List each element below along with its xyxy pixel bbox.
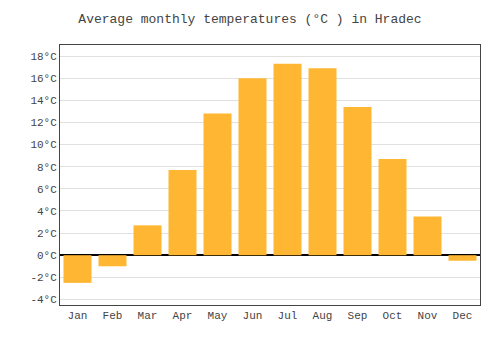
svg-text:10°C: 10°C	[30, 139, 57, 151]
svg-text:Jan: Jan	[68, 310, 88, 322]
svg-text:18°C: 18°C	[30, 51, 57, 63]
svg-text:Feb: Feb	[103, 310, 123, 322]
svg-text:Nov: Nov	[418, 310, 438, 322]
svg-text:16°C: 16°C	[30, 73, 57, 85]
svg-text:12°C: 12°C	[30, 117, 57, 129]
svg-text:8°C: 8°C	[37, 162, 57, 174]
svg-text:6°C: 6°C	[37, 184, 57, 196]
svg-text:Jun: Jun	[243, 310, 263, 322]
svg-text:2°C: 2°C	[37, 228, 57, 240]
svg-text:Aug: Aug	[313, 310, 333, 322]
svg-text:4°C: 4°C	[37, 206, 57, 218]
svg-text:Mar: Mar	[138, 310, 158, 322]
svg-text:May: May	[208, 310, 228, 322]
svg-text:Jul: Jul	[278, 310, 298, 322]
svg-text:14°C: 14°C	[30, 95, 57, 107]
svg-text:-2°C: -2°C	[30, 272, 57, 284]
svg-text:Sep: Sep	[348, 310, 368, 322]
svg-text:Average monthly temperatures (: Average monthly temperatures (°C ) in Hr…	[78, 12, 421, 27]
svg-text:0°C: 0°C	[37, 250, 57, 262]
svg-text:Apr: Apr	[173, 310, 193, 322]
svg-text:-4°C: -4°C	[30, 294, 57, 306]
svg-text:Dec: Dec	[453, 310, 473, 322]
svg-text:Oct: Oct	[383, 310, 403, 322]
